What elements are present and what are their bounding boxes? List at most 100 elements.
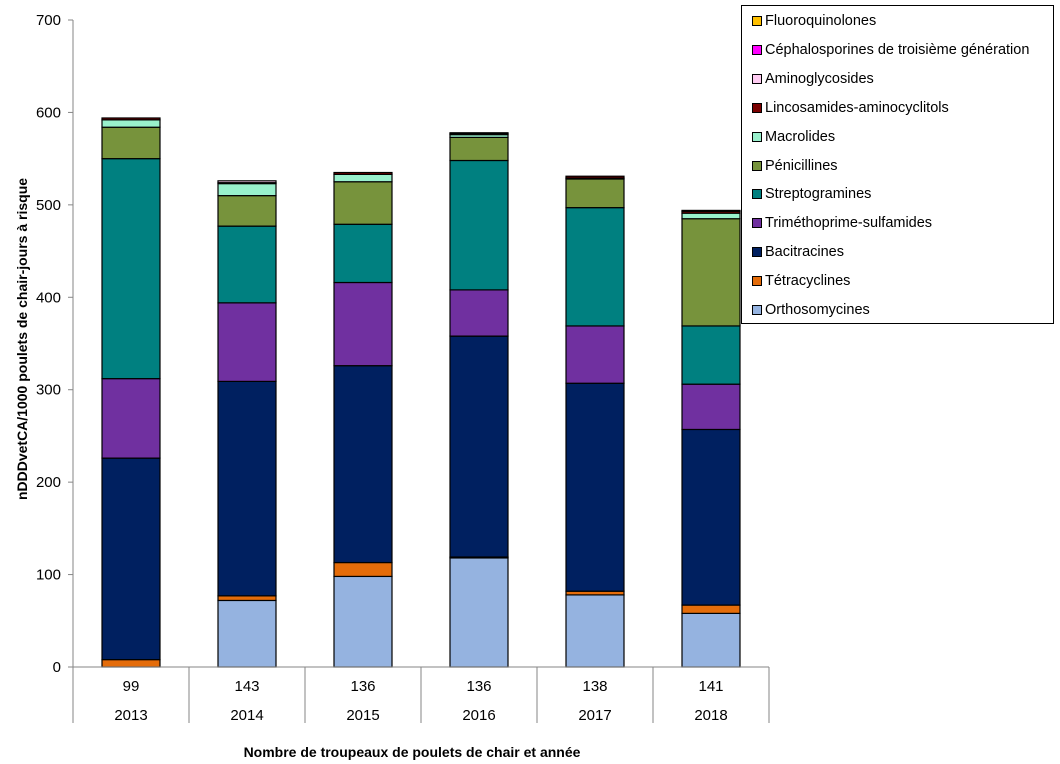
legend-swatch <box>752 16 762 26</box>
bar-segment-trim-thoprime-sulfamides <box>681 383 741 431</box>
y-tick-label: 600 <box>36 104 61 121</box>
legend-item: Triméthoprime-sulfamides <box>752 213 932 233</box>
legend-label: Fluoroquinolones <box>765 13 877 29</box>
bar-segment-lincosamides-aminocyclitols <box>101 117 161 121</box>
bar-stack-2017 <box>565 175 625 668</box>
bar-stack-2013 <box>101 117 161 668</box>
legend-item: Streptogramines <box>752 184 871 204</box>
legend-swatch <box>752 44 762 55</box>
bar-segment-orthosomycines <box>333 575 393 668</box>
legend-swatch <box>752 131 762 142</box>
x-tick-label-count: 136 <box>350 678 375 695</box>
legend-item: Lincosamides-aminocyclitols <box>752 98 949 118</box>
legend-item: Pénicillines <box>752 156 838 176</box>
bar-segment-streptogramines <box>681 325 741 385</box>
x-axis: 99 2013 143 2014 136 2015 136 2016 138 2017 141 201… <box>72 666 770 724</box>
legend-item: Orthosomycines <box>752 300 870 320</box>
x-tick-label-count: 136 <box>466 678 491 695</box>
x-tick-label-year: 2014 <box>230 707 263 724</box>
bar-segment-trim-thoprime-sulfamides <box>333 281 393 367</box>
legend-label: Triméthoprime-sulfamides <box>765 215 933 232</box>
y-tick-label: 400 <box>36 289 61 306</box>
x-tick-label-count: 99 <box>123 678 140 695</box>
bar-stack-2018 <box>681 209 741 668</box>
bars <box>101 117 741 668</box>
bar-segment-p-nicillines <box>217 195 277 227</box>
bar-segment-bacitracines <box>333 365 393 564</box>
bar-segment-lincosamides-aminocyclitols <box>333 171 393 175</box>
bar-segment-p-nicillines <box>681 218 741 327</box>
bar-segment-orthosomycines <box>681 612 741 668</box>
bar-segment-t-tracyclines <box>333 561 393 578</box>
y-tick-label: 300 <box>36 382 61 399</box>
x-tick-label-count: 141 <box>698 678 723 695</box>
legend-item: Aminoglycosides <box>752 69 874 89</box>
bar-segment-streptogramines <box>333 223 393 284</box>
legend-swatch <box>752 160 762 171</box>
legend-label: Macrolides <box>765 128 836 145</box>
bar-segment-trim-thoprime-sulfamides <box>101 378 161 459</box>
bar-segment-p-nicillines <box>565 178 625 209</box>
legend-item: Céphalosporines de troisième génération <box>752 40 1029 60</box>
x-tick-label-year: 2018 <box>694 707 727 724</box>
x-axis-title: Nombre de troupeaux de poulets de chair … <box>244 744 581 760</box>
bar-segment-bacitracines <box>565 382 625 592</box>
legend-swatch <box>752 276 762 287</box>
bar-stack-2014 <box>217 180 277 668</box>
legend-item: Bacitracines <box>752 242 844 262</box>
y-tick-label: 200 <box>36 474 61 491</box>
bar-segment-macrolides <box>101 119 161 128</box>
legend-swatch <box>752 189 762 200</box>
bar-segment-bacitracines <box>681 428 741 606</box>
y-axis-title: nDDDvetCA/1000 poulets de chair-jours à … <box>14 178 30 500</box>
legend-label: Tétracyclines <box>765 273 851 290</box>
bar-segment-orthosomycines <box>217 599 277 668</box>
legend-swatch <box>752 102 762 113</box>
bar-segment-orthosomycines <box>565 594 625 668</box>
legend-label: Orthosomycines <box>765 302 870 318</box>
bar-segment-aminoglycosides <box>449 132 509 135</box>
legend-label: Aminoglycosides <box>765 70 874 87</box>
bar-segment-macrolides <box>681 212 741 220</box>
legend-swatch <box>752 73 762 84</box>
x-tick-label-count: 138 <box>582 678 607 695</box>
y-axis: 0 100 200 300 400 500 600 700 <box>36 12 74 676</box>
y-tick-label: 0 <box>53 659 61 676</box>
bar-segment-macrolides <box>333 173 393 183</box>
legend-label: Streptogramines <box>765 186 872 203</box>
bar-segment-trim-thoprime-sulfamides <box>449 289 509 337</box>
legend-swatch <box>752 305 762 315</box>
legend-label: Céphalosporines de troisième génération <box>765 41 1030 58</box>
bar-segment-orthosomycines <box>449 557 509 668</box>
bar-segment-p-nicillines <box>333 181 393 225</box>
bar-segment-t-tracyclines <box>217 595 277 602</box>
bar-stack-2016 <box>449 132 509 668</box>
bar-segment-t-tracyclines <box>681 604 741 614</box>
bar-segment-t-tracyclines <box>101 659 161 668</box>
bar-segment-streptogramines <box>101 158 161 380</box>
bar-segment-trim-thoprime-sulfamides <box>217 302 277 382</box>
bar-segment-trim-thoprime-sulfamides <box>565 325 625 384</box>
legend-item: Tétracyclines <box>752 271 850 291</box>
bar-segment-bacitracines <box>217 380 277 597</box>
x-tick-label-year: 2013 <box>114 707 147 724</box>
legend: Fluoroquinolones Céphalosporines de trois… <box>741 5 1054 324</box>
y-tick-label: 100 <box>36 567 61 584</box>
bar-segment-streptogramines <box>217 225 277 304</box>
bar-segment-streptogramines <box>449 159 509 291</box>
legend-label: Bacitracines <box>765 244 844 261</box>
bar-segment-p-nicillines <box>449 136 509 162</box>
x-tick-label-count: 143 <box>234 678 259 695</box>
legend-item: Macrolides <box>752 127 835 147</box>
bar-segment-streptogramines <box>565 207 625 327</box>
legend-swatch <box>752 218 762 229</box>
legend-item: Fluoroquinolones <box>752 11 876 31</box>
legend-swatch <box>752 247 762 258</box>
bar-stack-2015 <box>333 171 393 668</box>
bar-segment-aminoglycosides <box>681 209 741 212</box>
y-tick-label: 500 <box>36 197 61 214</box>
bar-segment-bacitracines <box>449 335 509 558</box>
legend-label: Lincosamides-aminocyclitols <box>765 99 949 116</box>
y-tick-label: 700 <box>36 12 61 29</box>
